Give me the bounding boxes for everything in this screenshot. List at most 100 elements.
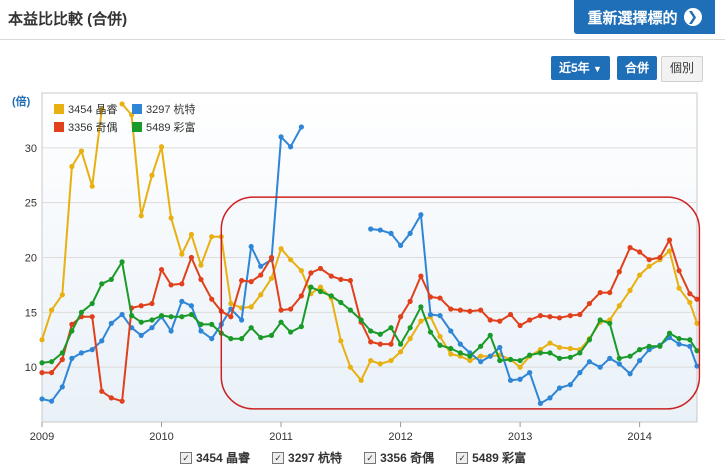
data-point <box>69 328 75 334</box>
data-point <box>586 359 593 365</box>
x-tick-label: 2013 <box>508 431 532 443</box>
data-point <box>646 343 652 349</box>
data-point <box>368 328 374 334</box>
y-tick-label: 15 <box>25 307 37 319</box>
data-point <box>418 273 424 279</box>
data-point <box>59 292 65 298</box>
data-point <box>198 276 204 283</box>
data-point <box>567 354 573 360</box>
data-point <box>317 284 324 290</box>
data-point <box>248 325 254 331</box>
data-point <box>407 336 413 342</box>
data-point <box>418 304 424 310</box>
checkbox-checked-icon[interactable]: ✓ <box>364 451 377 464</box>
data-point <box>129 313 135 319</box>
legend-swatch <box>54 104 64 114</box>
data-point <box>308 270 314 276</box>
data-point <box>347 307 353 313</box>
data-point <box>467 357 473 364</box>
range-label: 近5年 <box>559 61 590 75</box>
data-point <box>666 248 673 254</box>
data-point <box>567 313 573 319</box>
checkbox-checked-icon[interactable]: ✓ <box>272 451 285 464</box>
data-point <box>228 300 234 307</box>
data-point <box>198 262 204 268</box>
data-point <box>497 344 503 351</box>
data-point <box>138 332 144 338</box>
data-point <box>338 338 344 344</box>
data-point <box>478 353 484 359</box>
data-point <box>368 226 374 232</box>
data-point <box>278 319 284 325</box>
data-point <box>209 321 215 327</box>
data-point <box>89 314 95 320</box>
data-point <box>607 355 613 361</box>
reselect-button[interactable]: 重新選擇標的 ❯ <box>574 0 715 34</box>
data-point <box>59 384 65 390</box>
data-point <box>368 339 374 345</box>
data-point <box>666 237 673 243</box>
data-point <box>388 325 394 331</box>
series-checkbox-3297[interactable]: ✓ 3297 杭特 <box>272 449 342 466</box>
data-point <box>368 357 374 364</box>
data-point <box>676 268 682 274</box>
data-point <box>407 230 413 236</box>
data-point <box>517 357 523 364</box>
data-point <box>298 124 304 130</box>
data-point <box>397 242 404 249</box>
data-point <box>397 341 404 347</box>
data-point <box>288 257 294 263</box>
combined-toggle[interactable]: 合併 <box>617 56 658 80</box>
legend-item[interactable]: 3297 杭特 <box>132 101 196 117</box>
data-point <box>99 338 105 344</box>
data-point <box>694 320 700 326</box>
range-dropdown[interactable]: 近5年 ▼ <box>551 56 610 80</box>
highlight-region <box>220 196 701 410</box>
data-point <box>198 328 204 334</box>
data-point <box>556 355 563 361</box>
series-checkbox-5489[interactable]: ✓ 5489 彩富 <box>456 449 526 466</box>
data-point <box>268 254 275 261</box>
series-checkbox-3454[interactable]: ✓ 3454 晶睿 <box>180 449 250 466</box>
y-tick-label: 10 <box>25 362 37 374</box>
checkbox-checked-icon[interactable]: ✓ <box>456 451 469 464</box>
data-point <box>119 101 125 107</box>
data-point <box>597 317 603 323</box>
data-point <box>666 330 673 336</box>
data-point <box>108 320 114 326</box>
data-point <box>258 272 264 278</box>
data-point <box>149 300 155 307</box>
checkbox-checked-icon[interactable]: ✓ <box>180 451 192 464</box>
data-point <box>358 317 364 323</box>
data-point <box>338 276 344 283</box>
legend-item[interactable]: 3454 晶睿 <box>54 101 118 117</box>
series-checkbox-label: 3297 杭特 <box>288 451 343 465</box>
data-point <box>288 144 294 150</box>
data-point <box>657 254 663 261</box>
data-point <box>119 259 125 265</box>
data-point <box>586 300 593 307</box>
data-point <box>437 333 443 340</box>
caret-down-icon: ▼ <box>593 64 602 74</box>
data-point <box>687 291 693 297</box>
data-point <box>397 349 404 355</box>
legend-item[interactable]: 3356 奇偶 <box>54 119 118 135</box>
data-point <box>168 282 174 288</box>
x-tick-label: 2011 <box>269 431 293 443</box>
data-point <box>427 311 434 318</box>
series-checkbox-3356[interactable]: ✓ 3356 奇偶 <box>364 449 434 466</box>
series-2 <box>39 237 700 404</box>
data-point <box>268 275 275 281</box>
individual-toggle[interactable]: 個別 <box>661 56 704 82</box>
data-point <box>497 318 503 324</box>
data-point <box>188 311 195 318</box>
data-point <box>567 382 573 388</box>
legend-item[interactable]: 5489 彩富 <box>132 119 196 135</box>
data-point <box>556 315 563 321</box>
data-point <box>347 277 353 284</box>
data-point <box>338 299 344 306</box>
data-point <box>39 370 45 376</box>
data-point <box>248 279 254 285</box>
data-point <box>676 336 682 342</box>
data-point <box>69 163 75 170</box>
